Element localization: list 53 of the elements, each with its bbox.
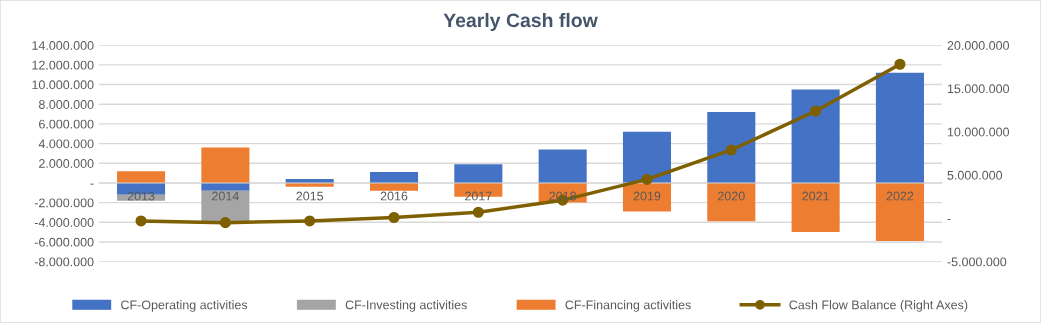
x-tick-label: 2019 — [633, 191, 661, 201]
point — [725, 144, 737, 156]
y2-tick-label: 10.000.000 — [947, 127, 1010, 137]
point — [894, 58, 906, 70]
bar — [201, 190, 250, 222]
bar — [791, 89, 840, 183]
y-tick-label: 12.000.000 — [32, 60, 94, 70]
bar — [538, 149, 587, 183]
point — [219, 217, 231, 229]
point — [304, 215, 316, 227]
x-tick-label: 2014 — [212, 191, 239, 201]
point — [472, 206, 484, 218]
legend-label: CF-Investing activities — [345, 300, 467, 312]
bar — [791, 182, 840, 233]
y-tick-label: 14.000.000 — [32, 41, 94, 50]
bar — [201, 147, 250, 183]
y-tick-label: -4.000.000 — [34, 218, 94, 227]
bar — [369, 172, 419, 183]
y-tick-label: 8.000.000 — [38, 100, 94, 109]
y-tick-label: 10.000.000 — [32, 80, 94, 90]
y2-tick-label: 15.000.000 — [947, 84, 1010, 94]
y2-tick-label: - — [947, 219, 951, 221]
point — [810, 105, 822, 117]
x-tick-label: 2015 — [296, 191, 324, 201]
bar — [117, 171, 166, 183]
legend-label: Cash Flow Balance (Right Axes) — [789, 300, 968, 312]
chart-title: Yearly Cash flow — [443, 12, 598, 32]
legend-label: CF-Financing activities — [565, 300, 691, 312]
bar — [707, 112, 756, 183]
bar — [875, 72, 924, 183]
x-tick-label: 2021 — [802, 191, 829, 201]
y-tick-label: -8.000.000 — [34, 257, 94, 267]
x-tick-label: 2022 — [886, 191, 914, 201]
legend-label: CF-Operating activities — [121, 300, 248, 312]
bar — [875, 182, 924, 241]
y-tick-label: -6.000.000 — [34, 237, 94, 247]
y-tick-label: 6.000.000 — [39, 119, 94, 129]
bar — [707, 182, 756, 222]
x-tick-label: 2013 — [127, 191, 155, 201]
y-tick-label: 2.000.000 — [39, 159, 94, 168]
bar — [622, 131, 672, 183]
y2-tick-label: 20.000.000 — [947, 41, 1010, 50]
point — [135, 215, 147, 227]
y2-tick-label: -5.000.000 — [947, 257, 1007, 267]
y-tick-label: 4.000.000 — [38, 139, 94, 149]
y-tick-label: - — [90, 183, 94, 185]
y2-tick-label: 5.000.000 — [947, 170, 1003, 180]
point — [388, 211, 400, 224]
point — [641, 173, 653, 185]
y-tick-label: -2.000.000 — [34, 198, 94, 208]
x-tick-label: 2016 — [380, 191, 408, 201]
x-tick-label: 2020 — [718, 191, 745, 201]
bar — [454, 164, 503, 183]
